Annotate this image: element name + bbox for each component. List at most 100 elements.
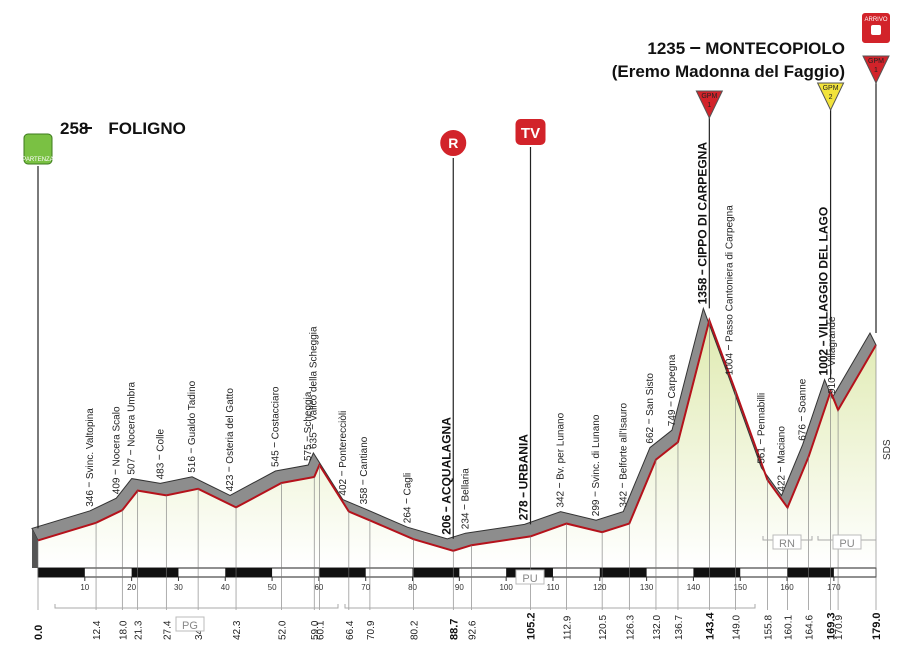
waypoint-label: 409 Nocera Scalo bbox=[111, 406, 122, 494]
waypoint-altitude: 342 bbox=[556, 490, 567, 507]
km-label-group: 155.8 bbox=[763, 615, 774, 640]
x-tick-label: 140 bbox=[687, 583, 701, 592]
waypoint-altitude: 299 bbox=[591, 499, 602, 516]
km-label-group: 149.0 bbox=[732, 615, 743, 640]
km-label-group: 170.9 bbox=[834, 615, 845, 640]
waypoint-altitude: 910 bbox=[827, 377, 838, 394]
gpm-category: 1 bbox=[874, 67, 878, 74]
gpm-text: GPM bbox=[701, 93, 717, 100]
waypoint-label: 342 Bv. per Lunano bbox=[556, 412, 567, 507]
km-label: 149.0 bbox=[732, 615, 743, 640]
waypoint-altitude: 422 bbox=[777, 474, 788, 491]
km-bar-segment bbox=[38, 568, 85, 577]
km-label: 179.0 bbox=[871, 612, 883, 640]
waypoint-label: 346 Svinc. Valtopina bbox=[85, 408, 96, 507]
waypoint-label: 749 Carpegna bbox=[667, 354, 678, 426]
start-marker-text: PARTENZA bbox=[22, 157, 53, 163]
region-label: PU bbox=[839, 538, 854, 550]
waypoint-altitude: 662 bbox=[645, 426, 656, 443]
waypoint-name: Pennabilli bbox=[756, 393, 767, 436]
waypoint-altitude: 409 bbox=[111, 477, 122, 494]
waypoint-name: San Sisto bbox=[645, 373, 656, 416]
km-label-group: 126.3 bbox=[625, 615, 636, 640]
km-label-group: 143.4 bbox=[704, 612, 716, 640]
km-label: 143.4 bbox=[704, 612, 716, 640]
waypoint-name: Cantiano bbox=[359, 436, 370, 476]
waypoint-label: 561 Pennabilli bbox=[756, 393, 767, 464]
gpm-text: GPM bbox=[868, 58, 884, 65]
waypoint-name: Gualdo Tadino bbox=[187, 380, 198, 445]
waypoint-altitude: 402 bbox=[338, 478, 349, 495]
km-label: 80.2 bbox=[409, 620, 420, 640]
profile-left-face bbox=[32, 528, 38, 568]
waypoint-altitude: 749 bbox=[667, 409, 678, 426]
region-bracket bbox=[344, 604, 756, 609]
km-label: 132.0 bbox=[652, 615, 663, 640]
waypoint-name: Nocera Scalo bbox=[111, 406, 122, 466]
waypoint-name: Colle bbox=[155, 428, 166, 451]
waypoint-name: VILLAGGIO DEL LAGO bbox=[817, 207, 831, 338]
waypoint-label: 299 Svinc. di Lunano bbox=[591, 414, 602, 516]
km-label-group: 164.6 bbox=[805, 615, 816, 640]
km-label-group: 112.9 bbox=[563, 615, 574, 640]
km-label-group: 12.4 bbox=[92, 620, 103, 640]
waypoint-altitude: 1358 bbox=[695, 277, 709, 304]
km-label: 105.2 bbox=[526, 612, 538, 640]
waypoint-label: 662 San Sisto bbox=[645, 373, 656, 444]
km-bar-segment bbox=[131, 568, 179, 577]
km-bar-segment bbox=[412, 568, 460, 577]
waypoint-altitude: 676 bbox=[798, 424, 809, 441]
waypoint-altitude: 561 bbox=[756, 447, 767, 464]
km-label: 12.4 bbox=[92, 620, 103, 640]
km-label-group: 18.0 bbox=[118, 620, 129, 640]
waypoint-altitude: 516 bbox=[187, 456, 198, 473]
finish-icon bbox=[871, 25, 881, 35]
km-label: 60.1 bbox=[315, 620, 326, 640]
waypoint-name: Bv. per Lunano bbox=[556, 412, 567, 480]
waypoint-altitude: 545 bbox=[270, 450, 281, 467]
km-label-group: 70.9 bbox=[366, 620, 377, 640]
finish-marker-text: ARRIVO bbox=[864, 17, 887, 23]
km-label-group: 88.7 bbox=[448, 619, 460, 640]
marker-text: R bbox=[448, 135, 458, 151]
km-label: 126.3 bbox=[625, 615, 636, 640]
marker-circle bbox=[438, 128, 469, 158]
waypoint-name: Villagrande bbox=[827, 316, 838, 366]
waypoint-name: Nocera Umbra bbox=[127, 381, 138, 446]
profile-layer: 10 20 30 40 50 60 70 80 90 100 110 120 130 140 150 160 1… bbox=[22, 11, 893, 640]
gpm-category: 2 bbox=[829, 94, 833, 101]
km-bar-segment bbox=[318, 568, 366, 577]
km-label-group: 160.1 bbox=[784, 615, 795, 640]
waypoint-altitude: 423 bbox=[225, 474, 236, 491]
waypoint-label: 507 Nocera Umbra bbox=[127, 381, 138, 474]
km-bar-segment bbox=[693, 568, 741, 577]
km-label: 169.3 bbox=[826, 612, 838, 640]
waypoint-label: 264 Cagli bbox=[402, 473, 413, 523]
waypoint-label: 635 Valico della Scheggia bbox=[308, 326, 319, 449]
finish-name: MONTECOPIOLO bbox=[705, 39, 845, 58]
km-label-group: 169.3 bbox=[826, 612, 838, 640]
gpm-text: GPM bbox=[823, 85, 839, 92]
start-label: 258 FOLIGNO bbox=[60, 119, 186, 138]
note-group: SDS bbox=[882, 439, 893, 460]
km-label: 160.1 bbox=[784, 615, 795, 640]
x-tick-label: 90 bbox=[455, 583, 464, 592]
waypoint-altitude: 278 bbox=[517, 500, 531, 520]
x-tick-label: 40 bbox=[221, 583, 230, 592]
km-label-group: 21.3 bbox=[134, 620, 145, 640]
waypoint-name: Belforte all'Isauro bbox=[618, 403, 629, 480]
waypoint-altitude: 1004 bbox=[725, 353, 736, 376]
waypoint-label: 422 Maciano bbox=[777, 426, 788, 492]
gpm-marker bbox=[816, 82, 845, 112]
km-label-group: 105.2 bbox=[526, 612, 538, 640]
waypoint-name: Svinc. Valtopina bbox=[85, 408, 96, 479]
waypoint-name: Maciano bbox=[777, 426, 788, 464]
waypoint-label: 545 Costacciaro bbox=[270, 386, 281, 467]
waypoint-name: Costacciaro bbox=[270, 386, 281, 439]
km-label-group: 27.4 bbox=[162, 620, 173, 640]
km-label-group: 179.0 bbox=[871, 612, 883, 640]
region-box bbox=[772, 534, 802, 550]
gpm-marker bbox=[862, 55, 890, 85]
waypoint-label: 483 Colle bbox=[155, 428, 166, 479]
